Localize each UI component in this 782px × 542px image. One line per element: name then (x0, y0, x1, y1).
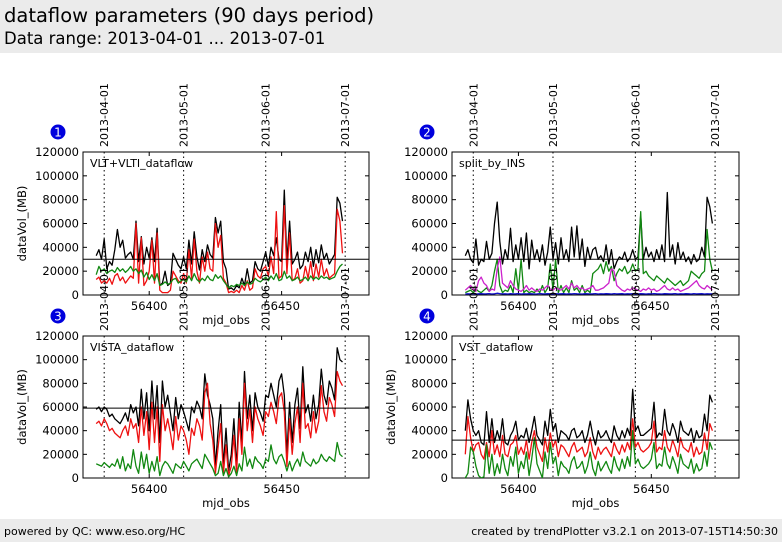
panel-2-number-badge (419, 124, 435, 140)
panel-3-xlabel: mjd_obs (202, 496, 250, 510)
panel-4-ytick-label: 100000 (404, 353, 448, 367)
panel-3-plot-area (82, 335, 370, 479)
panel-3-date-label: 2013-05-01 (178, 267, 191, 331)
panel-4-ytick-label: 20000 (411, 447, 448, 461)
panel-3-series-green (95, 441, 343, 478)
panel-3-ytick-label: 100000 (35, 353, 79, 367)
panel-4-ylabel: dataVol_(MB) (384, 369, 398, 445)
footer-generator: created by trendPlotter v3.2.1 on 2013-0… (471, 525, 778, 538)
panel-2-series-black (464, 191, 714, 270)
panel-1-annotation: VLT+VLTI_dataflow (90, 157, 193, 170)
panel-3-ytick-label: 120000 (35, 329, 79, 343)
header-bar: dataflow parameters (90 days period) Dat… (0, 0, 782, 53)
panel-4-xlabel: mjd_obs (572, 496, 620, 510)
panel-3-number-badge (50, 308, 66, 324)
panel-1-date-label: 2013-05-01 (178, 83, 191, 147)
panel-2-ytick-label: 120000 (404, 145, 448, 159)
panel-2-series-magenta (464, 256, 713, 293)
panel-3-date-label: 2013-06-01 (260, 267, 273, 331)
panel-3-ytick-label: 20000 (42, 447, 79, 461)
panel-2-ytick-label: 20000 (411, 264, 448, 278)
panel-1-series-green (95, 263, 343, 289)
panel-2-date-label: 2013-05-01 (547, 83, 560, 147)
panel-2-series-green (465, 210, 714, 294)
panel-2-ytick-label: 60000 (411, 217, 448, 231)
panel-1-ytick-label: 120000 (35, 145, 79, 159)
panel-1-ytick-label: 0 (72, 288, 79, 302)
panel-2-ytick-label: 80000 (411, 193, 448, 207)
panel-1-ylabel: dataVol_(MB) (15, 186, 29, 262)
panel-3-ylabel: dataVol_(MB) (15, 369, 29, 445)
panel-1-xtick-label: 56450 (263, 299, 300, 313)
panel-2-ytick-label: 100000 (404, 169, 448, 183)
panel-4-date-label: 2013-04-01 (467, 267, 480, 331)
footer-credit: powered by QC: www.eso.org/HC (4, 525, 186, 538)
panel-4-number-label: 4 (423, 310, 431, 324)
panel-1-number-badge (50, 124, 66, 140)
panel-3-date-label: 2013-04-01 (98, 267, 111, 331)
page-title: dataflow parameters (90 days period) (4, 4, 375, 27)
panel-2-number-label: 2 (423, 126, 431, 140)
panel-3-series-black (95, 347, 343, 472)
footer-bar: powered by QC: www.eso.org/HC created by… (0, 519, 782, 542)
panel-2-ytick-label: 40000 (411, 240, 448, 254)
panel-3-number-label: 3 (54, 310, 62, 324)
panel-3-annotation: VISTA_dataflow (90, 341, 174, 354)
panel-3-xtick-label: 56450 (263, 482, 300, 496)
panel-2-xlabel: mjd_obs (572, 313, 620, 327)
panel-1-ytick-label: 40000 (42, 240, 79, 254)
panel-1-date-label: 2013-07-01 (339, 83, 352, 147)
panel-3-series-red (95, 370, 344, 477)
panel-1-xtick-label: 56400 (131, 299, 168, 313)
panel-3-date-label: 2013-07-01 (339, 267, 352, 331)
panel-4-date-label: 2013-05-01 (547, 267, 560, 331)
panel-1-ytick-label: 60000 (42, 217, 79, 231)
panel-2-xtick-label: 56400 (500, 299, 537, 313)
panel-1-ytick-label: 20000 (42, 264, 79, 278)
panel-4-number-badge (419, 308, 435, 324)
panel-2-annotation: split_by_INS (459, 157, 525, 170)
panel-3-ytick-label: 40000 (42, 424, 79, 438)
panel-4-ytick-label: 120000 (404, 329, 448, 343)
panel-3-ytick-label: 0 (72, 471, 79, 485)
panel-2-date-label: 2013-07-01 (709, 83, 722, 147)
panel-2-date-label: 2013-06-01 (629, 83, 642, 147)
panel-4-ytick-label: 0 (441, 471, 448, 485)
panel-3-ytick-label: 60000 (42, 400, 79, 414)
panel-1-ytick-label: 100000 (35, 169, 79, 183)
panel-4-ytick-label: 40000 (411, 424, 448, 438)
panel-1-series-red (95, 204, 344, 294)
panel-3-xtick-label: 56400 (131, 482, 168, 496)
panel-4-xtick-label: 56450 (633, 482, 670, 496)
panel-4-date-label: 2013-06-01 (629, 267, 642, 331)
panel-1-ytick-label: 80000 (42, 193, 79, 207)
panel-1-xlabel: mjd_obs (202, 313, 250, 327)
panel-4-date-label: 2013-07-01 (709, 267, 722, 331)
panel-1-date-label: 2013-04-01 (98, 83, 111, 147)
panel-1-date-label: 2013-06-01 (260, 83, 273, 147)
panel-2-xtick-label: 56450 (633, 299, 670, 313)
panel-4-ytick-label: 60000 (411, 400, 448, 414)
panel-3-ytick-label: 80000 (42, 376, 79, 390)
panel-4-xtick-label: 56400 (500, 482, 537, 496)
panel-4-series-green (464, 430, 714, 478)
panel-4-series-red (464, 415, 714, 463)
panel-4-ytick-label: 80000 (411, 376, 448, 390)
panel-4-series-black (464, 388, 714, 446)
panel-2-date-label: 2013-04-01 (467, 83, 480, 147)
panel-4-annotation: VST_dataflow (459, 341, 533, 354)
panel-2-ytick-label: 0 (441, 288, 448, 302)
panel-2-series-blue (465, 292, 713, 295)
page-subtitle: Data range: 2013-04-01 ... 2013-07-01 (4, 29, 326, 48)
panel-1-number-label: 1 (54, 126, 62, 140)
